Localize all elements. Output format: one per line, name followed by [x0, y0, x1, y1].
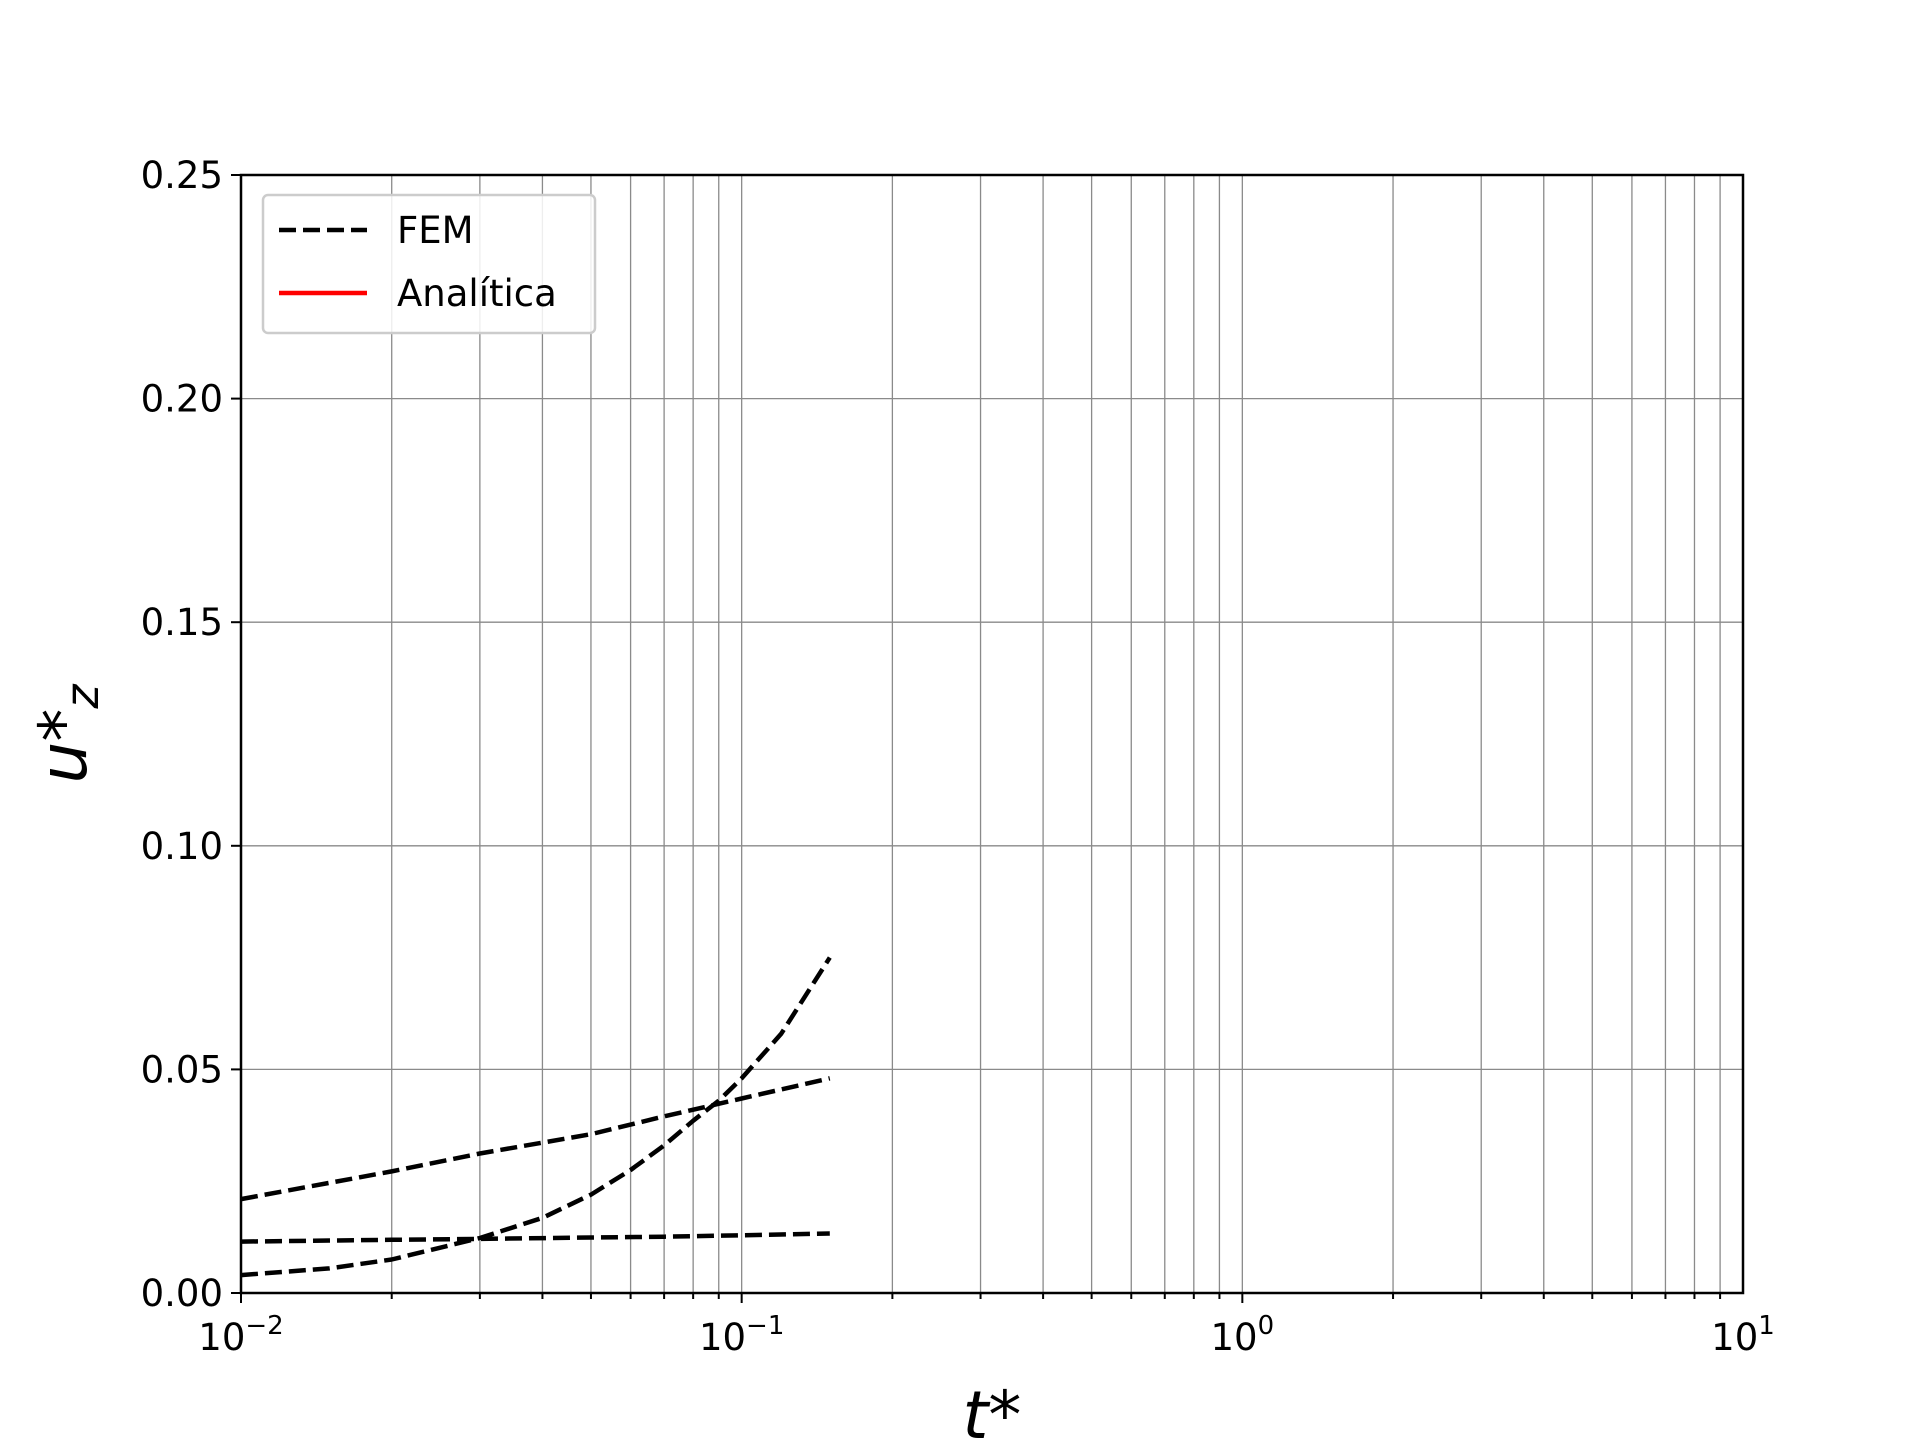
- y-axis-label: u*z: [25, 684, 109, 784]
- x-tick-label-base: 10: [699, 1316, 746, 1359]
- x-tick-label: 10−1: [699, 1311, 784, 1359]
- y-tick-label: 0.00: [141, 1272, 223, 1315]
- x-tick-label-exponent: 0: [1258, 1311, 1275, 1341]
- x-tick-label-exponent: 1: [1758, 1311, 1775, 1341]
- x-tick-label: 101: [1711, 1311, 1775, 1359]
- legend: FEM Analítica: [261, 193, 597, 335]
- y-tick-label: 0.15: [141, 601, 223, 644]
- legend-label-1: FEM: [397, 209, 474, 252]
- plot-series: [240, 956, 832, 1278]
- svg-text:u*z: u*z: [25, 684, 109, 784]
- y-tick-label: 0.05: [141, 1048, 223, 1091]
- grid: [240, 174, 1743, 1294]
- x-tick-label-exponent: −1: [746, 1311, 784, 1341]
- y-axis-label-subscript: z: [55, 684, 109, 710]
- x-axis-label: t*: [963, 1377, 1022, 1440]
- fem-series-line-3: [240, 1231, 830, 1244]
- x-tick-label-base: 10: [1211, 1316, 1258, 1359]
- y-tick-label: 0.20: [141, 378, 223, 421]
- fem-series-line-1: [240, 956, 832, 1278]
- x-tick-label: 10−2: [198, 1311, 283, 1359]
- fem-series-line-2: [240, 1076, 831, 1202]
- x-tick-label: 100: [1211, 1311, 1275, 1359]
- x-tick-label-exponent: −2: [245, 1311, 283, 1341]
- x-tick-label-base: 10: [198, 1316, 245, 1359]
- y-axis-label-main: u*: [25, 709, 102, 784]
- axes-frame: [239, 173, 1745, 1295]
- legend-label-2: Analítica: [397, 272, 557, 315]
- legend-box: [261, 193, 597, 335]
- y-tick-label: 0.25: [141, 154, 223, 197]
- x-tick-label-base: 10: [1711, 1316, 1758, 1359]
- y-tick-label: 0.10: [141, 825, 223, 868]
